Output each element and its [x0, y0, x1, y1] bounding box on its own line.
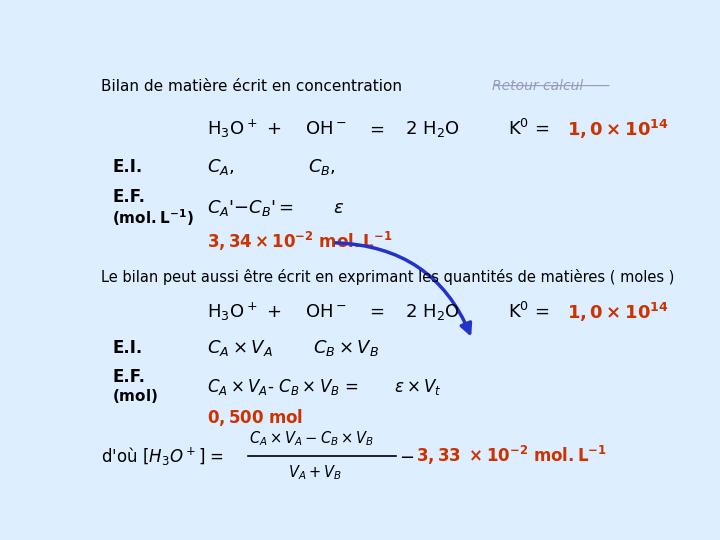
Text: E.F.: E.F. — [112, 187, 145, 206]
Text: $C_B$,: $C_B$, — [307, 157, 336, 177]
Text: E.I.: E.I. — [112, 158, 143, 176]
Text: $\mathregular{2\ H_2O}$: $\mathregular{2\ H_2O}$ — [405, 119, 460, 139]
Text: $\bf{(mol.L^{-1})}$: $\bf{(mol.L^{-1})}$ — [112, 207, 194, 228]
Text: $\mathbf{1,0\times10^{14}}$: $\mathbf{1,0\times10^{14}}$ — [567, 301, 669, 324]
Text: $\mathregular{K^0}$ =: $\mathregular{K^0}$ = — [508, 302, 550, 322]
Text: $\mathregular{K^0}$ =: $\mathregular{K^0}$ = — [508, 119, 550, 139]
Text: $C_A\times V_A$: $C_A\times V_A$ — [207, 339, 273, 359]
Text: Bilan de matière écrit en concentration: Bilan de matière écrit en concentration — [101, 79, 402, 94]
Text: =: = — [369, 120, 384, 138]
Text: $\mathbf{3,33\ \times10^{-2}\ mol.L^{-1}}$: $\mathbf{3,33\ \times10^{-2}\ mol.L^{-1}… — [416, 444, 607, 467]
Text: $\mathbf{0,500\ mol}$: $\mathbf{0,500\ mol}$ — [207, 407, 303, 428]
Text: $\mathbf{1,0\times10^{14}}$: $\mathbf{1,0\times10^{14}}$ — [567, 118, 669, 141]
Text: E.F.: E.F. — [112, 368, 145, 386]
Text: $\mathregular{2\ H_2O}$: $\mathregular{2\ H_2O}$ — [405, 302, 460, 322]
Text: $V_A + V_B$: $V_A + V_B$ — [288, 463, 342, 482]
Text: $\mathregular{H_3O^+}$: $\mathregular{H_3O^+}$ — [207, 301, 258, 323]
Text: $\mathregular{OH^-}$: $\mathregular{OH^-}$ — [305, 303, 346, 321]
Text: $\bf{(mol)}$: $\bf{(mol)}$ — [112, 387, 158, 405]
Text: Retour calcul: Retour calcul — [492, 79, 583, 93]
Text: $C_A\times V_A - C_B\times V_B$: $C_A\times V_A - C_B\times V_B$ — [249, 430, 374, 448]
Text: E.I.: E.I. — [112, 339, 143, 357]
Text: $\mathbf{3,34\times10^{-2}\ mol.L^{-1}}$: $\mathbf{3,34\times10^{-2}\ mol.L^{-1}}$ — [207, 230, 392, 253]
Text: $\varepsilon$: $\varepsilon$ — [333, 199, 344, 217]
Text: $C_A\times V_A$- $C_B\times V_B$ =: $C_A\times V_A$- $C_B\times V_B$ = — [207, 377, 359, 397]
Text: $C_A$'$-C_B$'$=$: $C_A$'$-C_B$'$=$ — [207, 198, 294, 218]
Text: $\varepsilon\times V_t$: $\varepsilon\times V_t$ — [394, 377, 442, 397]
Text: =: = — [369, 303, 384, 321]
Text: $-$: $-$ — [399, 447, 414, 464]
Text: $\mathregular{H_3O^+}$: $\mathregular{H_3O^+}$ — [207, 118, 258, 140]
Text: d'où $[H_3O^+]$ =: d'où $[H_3O^+]$ = — [101, 444, 224, 467]
Text: +: + — [266, 303, 281, 321]
Text: +: + — [266, 120, 281, 138]
Text: $C_B\times V_B$: $C_B\times V_B$ — [313, 339, 379, 359]
Text: Le bilan peut aussi être écrit en exprimant les quantités de matières ( moles ): Le bilan peut aussi être écrit en exprim… — [101, 269, 675, 285]
Text: $\mathregular{OH^-}$: $\mathregular{OH^-}$ — [305, 120, 346, 138]
Text: $C_A$,: $C_A$, — [207, 157, 235, 177]
